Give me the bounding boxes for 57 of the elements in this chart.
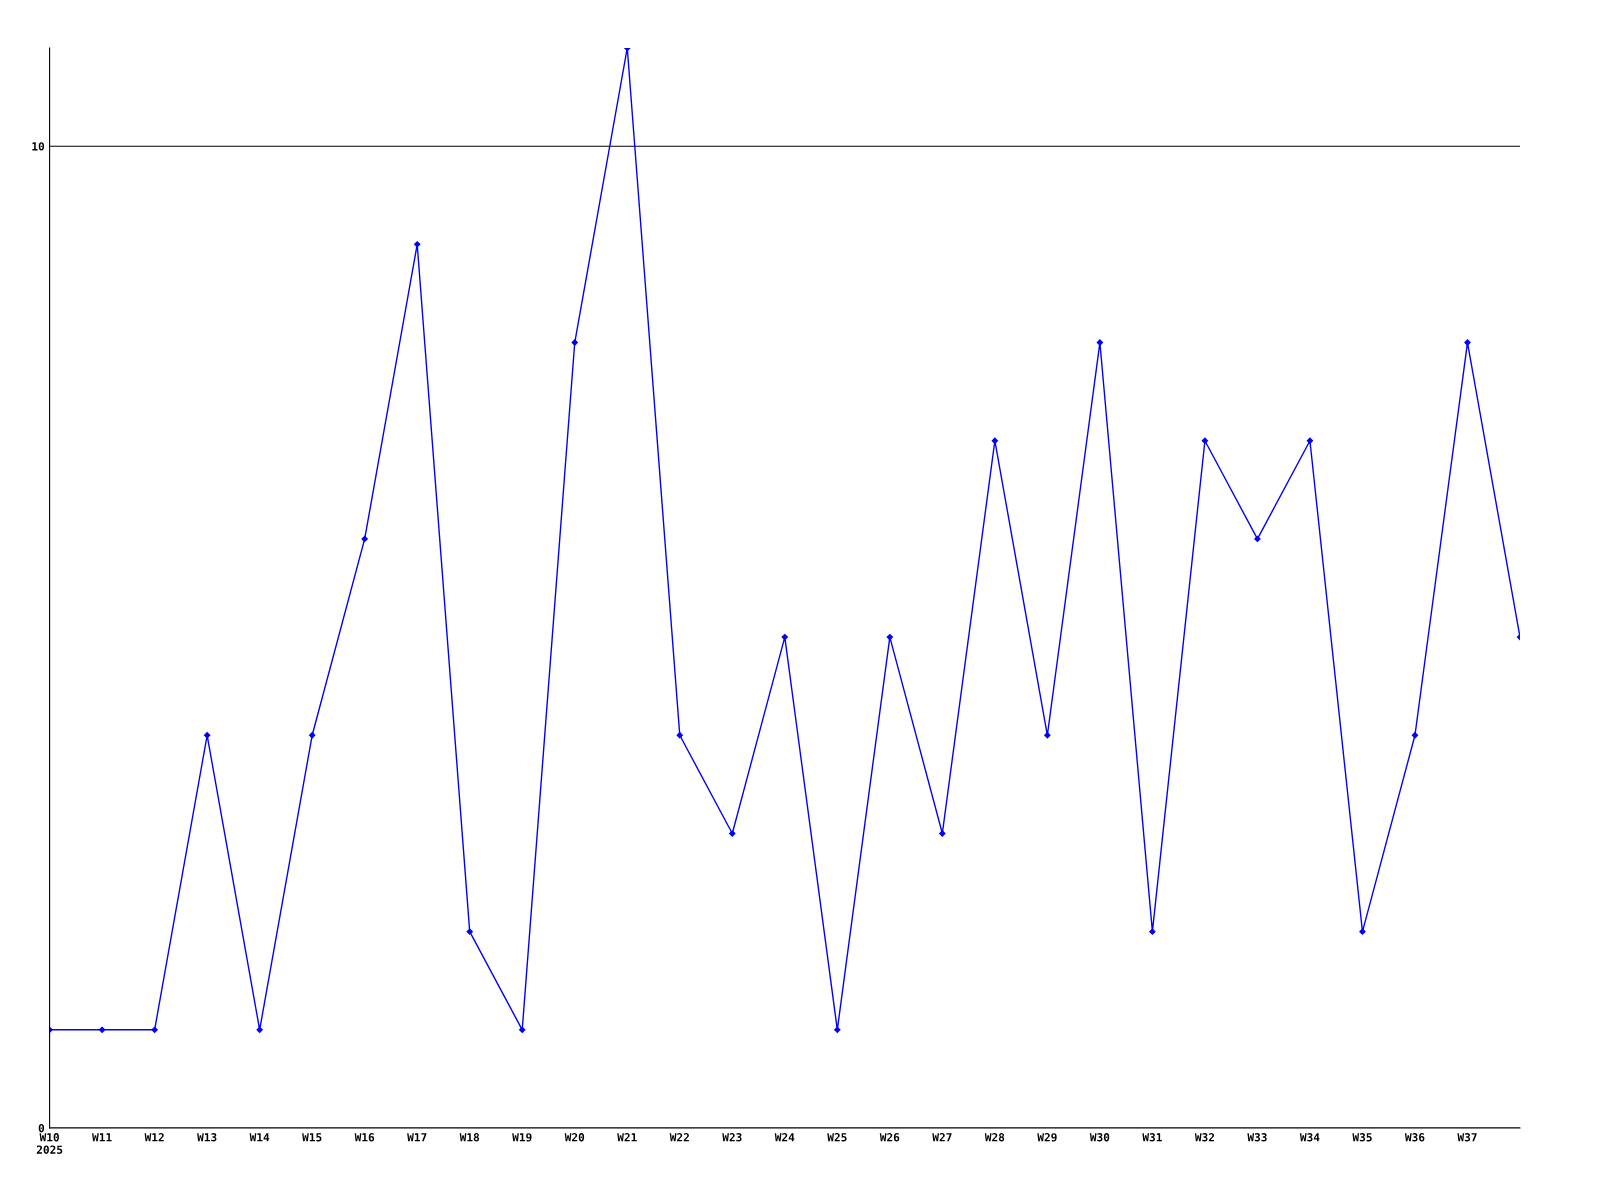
point <box>1464 339 1471 346</box>
x-tick-label: W31 <box>1142 1133 1162 1142</box>
point <box>729 830 736 837</box>
x-tick-label: W25 <box>827 1133 847 1142</box>
point <box>834 1026 841 1033</box>
x-tick-label: W27 <box>932 1133 952 1142</box>
point <box>1096 339 1104 346</box>
x-tick-label: W23 <box>722 1133 742 1142</box>
x-tick-label: W35 <box>1352 1133 1372 1142</box>
point <box>1044 732 1051 739</box>
x-tick-label: W13 <box>197 1133 217 1142</box>
point <box>98 1026 106 1033</box>
x-tick-label: W37 <box>1457 1133 1477 1142</box>
x-tick-label: W15 <box>302 1133 322 1142</box>
x-tick-label: W21 <box>617 1133 637 1142</box>
point <box>676 732 683 739</box>
x-tick-label: W17 <box>407 1133 427 1142</box>
x-tick-label: W19 <box>512 1133 532 1142</box>
x-tick-label: W24 <box>774 1133 795 1142</box>
point <box>256 1026 263 1033</box>
point <box>1149 928 1156 935</box>
y-tick-label: 10 <box>32 142 45 151</box>
point <box>1254 535 1261 543</box>
point <box>1359 928 1366 935</box>
x-tick-label: W32 <box>1194 1133 1215 1142</box>
point <box>309 732 316 739</box>
x-tick-label: W14 <box>249 1133 270 1142</box>
point <box>939 830 946 837</box>
x-tick-label: W11 <box>92 1133 112 1142</box>
point <box>1201 437 1209 444</box>
point <box>781 633 788 641</box>
point <box>571 339 578 346</box>
x-tick-label: W16 <box>354 1133 375 1142</box>
x-tick-label: W36 <box>1404 1133 1425 1142</box>
point <box>414 241 421 248</box>
x-tick-label: W29 <box>1037 1133 1057 1142</box>
x-tick-label: W20 <box>564 1133 585 1142</box>
x-tick-label: W26 <box>879 1133 900 1142</box>
point <box>886 633 893 641</box>
point <box>466 928 473 935</box>
point <box>1306 437 1314 444</box>
point <box>519 1026 526 1033</box>
point <box>361 535 368 543</box>
x-tick-label: W30 <box>1089 1133 1110 1142</box>
point <box>1411 732 1419 739</box>
x-tick-label: W33 <box>1247 1133 1267 1142</box>
y-tick-label: 0 <box>38 1123 45 1133</box>
x-tick-label: W18 <box>459 1133 480 1142</box>
point <box>991 437 999 444</box>
x-tick-label: W34 <box>1299 1133 1320 1142</box>
point <box>203 732 211 739</box>
line-series <box>49 48 1520 1033</box>
x-tick-label: W28 <box>984 1133 1005 1142</box>
point <box>151 1026 158 1033</box>
x-tick-label: W12 <box>144 1133 164 1142</box>
x-tick-label: W22 <box>669 1133 689 1142</box>
x-tick-label: W10 2025 <box>36 1133 63 1154</box>
